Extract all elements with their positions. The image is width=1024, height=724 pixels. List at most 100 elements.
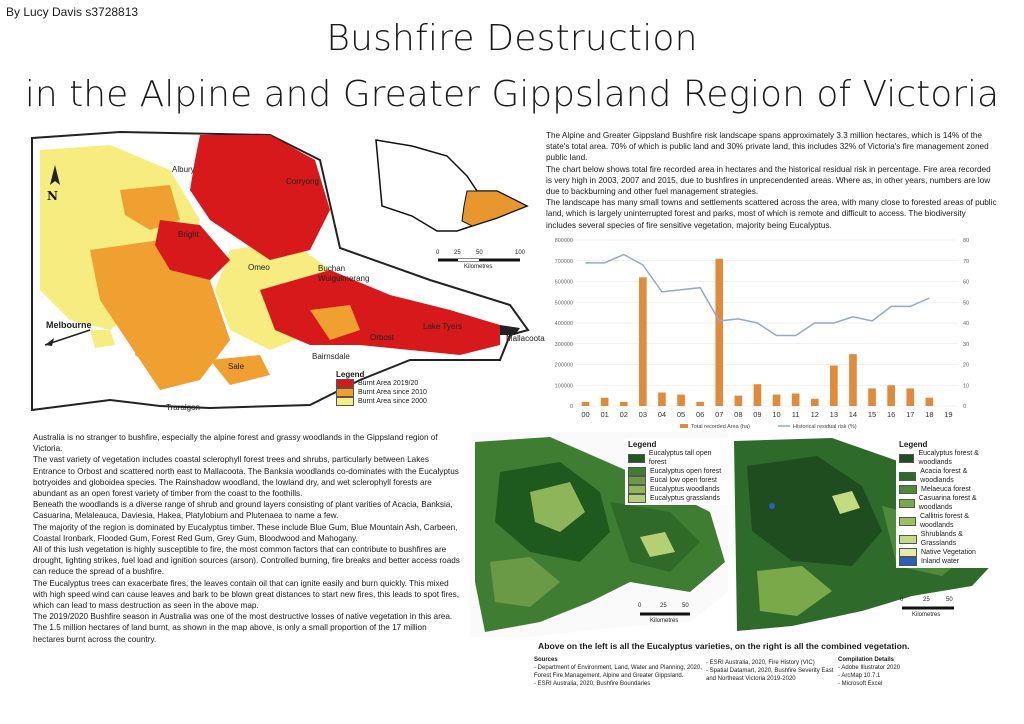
chart-right-tick-label: 20 [963, 363, 969, 369]
burnt-legend-label: Burnt Area since 2000 [358, 398, 427, 405]
combined-legend-label: Inland water [921, 558, 960, 565]
eucalyptus-legend-item: Eucalyptus open forest [628, 467, 725, 476]
combined-legend-item: Eucalyptus forest & woodlands [899, 449, 999, 467]
chart-left-tick-label: 400000 [555, 321, 573, 327]
burnt-area-map: N Albury Corryong Bright Omeo Buchan Wul… [30, 130, 545, 412]
chart-left-tick-label: 300000 [555, 342, 573, 348]
body-paragraph: The Eucalyptus trees can exacerbate fire… [33, 578, 459, 611]
combined-legend-label: Eucalyptus forest & woodlands [918, 450, 979, 466]
town-label-wulgulmerang: Wulgulmerang [318, 274, 370, 283]
chart-bar [925, 397, 934, 406]
compilation-line: - Adobe Illustrator 2020 [838, 665, 901, 671]
intro-paragraph: The chart below shows total fire recorde… [546, 164, 991, 197]
chart-bar [658, 392, 666, 406]
chart-x-tick-label: 09 [753, 410, 761, 419]
burnt-legend-label: Burnt Area since 2010 [358, 389, 427, 396]
intro-paragraph: The Alpine and Greater Gippsland Bushfir… [546, 131, 989, 163]
chart-x-tick-label: 02 [620, 410, 628, 419]
inset-scale-0: 0 [436, 250, 440, 256]
combined-legend-label: Acacia forest & woodlands [920, 468, 968, 484]
chart-right-tick-label: 40 [963, 321, 969, 327]
chart-x-tick-label: 11 [792, 410, 800, 419]
combined-legend-item: Inland water [899, 557, 999, 566]
combined-legend-item: Native Vegetation [899, 548, 999, 557]
chart-x-tick-label: 08 [734, 410, 742, 419]
legend-swatch [628, 453, 645, 463]
chart-bar [753, 384, 762, 406]
chart-bar [715, 258, 724, 406]
eucalyptus-legend-item: Eucal low open forest [628, 476, 725, 485]
chart-bar [696, 401, 704, 406]
eucalyptus-scale-50: 50 [682, 603, 689, 609]
chart-right-tick-label: 30 [963, 342, 969, 348]
eucalyptus-scale-0: 0 [638, 603, 642, 609]
town-label-lake-tyers: Lake Tyers [423, 322, 462, 331]
chart-bar [830, 365, 838, 406]
chart-left-tick-label: 700000 [555, 259, 573, 265]
sources-title: Sources [534, 657, 558, 663]
town-label-omeo: Omeo [248, 263, 270, 272]
chart-x-tick-label: 15 [868, 410, 876, 419]
combined-veg-legend: Legend Eucalyptus forest & woodlands Aca… [896, 438, 1002, 568]
chart-legend-line-label: Historical residual risk (%) [793, 424, 857, 430]
source-line: - Department of Environment, Land, Water… [534, 665, 702, 671]
eucalyptus-map: Legend Eucalyptus tall open forest Eucal… [470, 432, 728, 637]
author-credit: By Lucy Davis s3728813 [6, 5, 139, 19]
inset-scale-25: 25 [454, 250, 461, 256]
legend-swatch [628, 467, 646, 476]
burnt-area-map-graphic: N [31, 130, 530, 412]
inset-scale-50: 50 [476, 250, 483, 256]
chart-x-tick-label: 17 [906, 410, 914, 419]
legend-swatch [899, 548, 917, 557]
chart-legend-bar-label: Total recorded Area (ha) [691, 424, 750, 430]
eucalyptus-legend-title: Legend [628, 440, 657, 449]
town-label-sale: Sale [228, 362, 245, 371]
legend-swatch [899, 557, 917, 566]
chart-bar [849, 354, 857, 406]
chart-x-tick-label: 03 [639, 410, 647, 419]
chart-left-tick-label: 200000 [555, 363, 573, 369]
chart-x-tick-label: 12 [811, 410, 819, 419]
chart-bar [791, 393, 800, 406]
chart-left-tick-label: 100000 [555, 383, 573, 389]
combined-legend-item: Casuarina forest & woodlands [899, 494, 999, 512]
combined-scale-unit: Kilometres [912, 612, 941, 618]
inset-scale-100: 100 [515, 250, 526, 256]
chart-legend-bar-swatch [680, 424, 688, 428]
town-label-albury: Albury [172, 165, 195, 174]
town-label-bairnsdale: Bairnsdale [312, 352, 350, 361]
eucalyptus-legend-label: Eucalyptus grasslands [650, 495, 721, 502]
eucalyptus-scale-unit: Kilometres [650, 618, 679, 624]
intro-text-block: The Alpine and Greater Gippsland Bushfir… [546, 130, 998, 231]
town-label-buchan: Buchan [318, 264, 346, 273]
chart-x-tick-label: 05 [677, 410, 685, 419]
combined-legend-title: Legend [899, 440, 928, 449]
chart-left-tick-label: 800000 [555, 238, 573, 244]
legend-swatch [899, 534, 917, 544]
chart-bar [600, 397, 609, 406]
combined-legend-item: Melaeuca forest [899, 485, 999, 494]
fire-area-chart: 0 100000 200000 300000 400000 500000 600000 700… [538, 234, 998, 434]
chart-x-tick-label: 14 [849, 410, 857, 419]
chart-bar [619, 401, 628, 406]
eucalyptus-legend-label: Eucalyptus tall open forest [648, 450, 712, 466]
chart-right-tick-label: 70 [963, 259, 969, 265]
chart-right-tick-label: 80 [963, 238, 969, 244]
combined-legend-item: Acacia forest & woodlands [899, 467, 999, 485]
chart-left-tick-label: 500000 [555, 300, 573, 306]
inset-map-graphic [375, 139, 529, 262]
compilation-details: Compilation Details - Adobe Illustrator … [838, 656, 900, 688]
eucalyptus-legend-label: Eucal low open forest [650, 477, 717, 484]
chart-left-tick-label: 0 [570, 404, 573, 410]
combined-legend-label: Casuarina forest & woodlands [918, 495, 977, 511]
chart-x-tick-label: 04 [658, 410, 666, 419]
burnt-legend-item: Burnt Area since 2010 [336, 388, 427, 397]
eucalyptus-legend-item: Eucalyptus grasslands [628, 494, 725, 503]
town-label-mallacoota: Mallacoota [506, 334, 545, 343]
town-label-bright: Bright [178, 230, 199, 239]
chart-x-tick-label: 06 [696, 410, 704, 419]
chart-x-tick-label: 18 [925, 410, 933, 419]
inset-scale-unit: Kilometres [464, 264, 493, 270]
chart-bar [581, 401, 590, 406]
eucalyptus-legend-item: Eucalyptus woodlands [628, 485, 725, 494]
